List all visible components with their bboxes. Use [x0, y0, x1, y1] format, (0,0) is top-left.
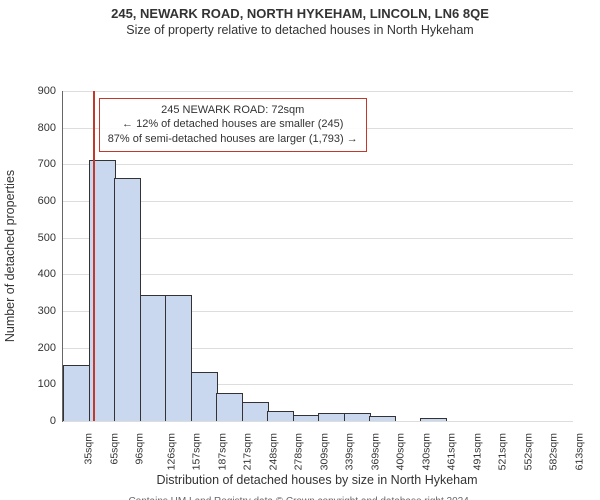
- x-tick-label: 369sqm: [369, 433, 381, 470]
- x-tick-label: 400sqm: [394, 433, 406, 470]
- histogram-bar: [369, 416, 396, 421]
- attribution-line-1: Contains HM Land Registry data © Crown c…: [0, 495, 600, 500]
- x-tick-label: 65sqm: [108, 433, 120, 465]
- y-tick-label: 600: [16, 195, 56, 207]
- histogram-bar: [344, 413, 371, 421]
- page-subtitle: Size of property relative to detached ho…: [0, 21, 600, 41]
- histogram-bar: [267, 411, 294, 421]
- histogram-bar: [242, 402, 269, 421]
- attribution-text: Contains HM Land Registry data © Crown c…: [0, 495, 600, 500]
- property-callout: 245 NEWARK ROAD: 72sqm← 12% of detached …: [99, 98, 367, 153]
- y-axis-title: Number of detached properties: [3, 170, 17, 342]
- x-tick-label: 157sqm: [190, 433, 202, 470]
- gridline: [63, 421, 573, 422]
- histogram-bar: [293, 415, 320, 422]
- y-tick-label: 200: [16, 342, 56, 354]
- page-title: 245, NEWARK ROAD, NORTH HYKEHAM, LINCOLN…: [0, 0, 600, 21]
- y-tick-label: 800: [16, 122, 56, 134]
- x-tick-label: 613sqm: [573, 433, 585, 470]
- callout-line: 87% of semi-detached houses are larger (…: [108, 132, 358, 147]
- x-tick-label: 187sqm: [216, 433, 228, 470]
- callout-line: 245 NEWARK ROAD: 72sqm: [108, 103, 358, 118]
- x-tick-label: 248sqm: [267, 433, 279, 470]
- y-tick-label: 0: [16, 415, 56, 427]
- histogram-bar: [216, 393, 243, 422]
- x-tick-label: 582sqm: [547, 433, 559, 470]
- x-tick-label: 96sqm: [134, 433, 146, 465]
- gridline: [63, 164, 573, 165]
- x-tick-label: 126sqm: [165, 433, 177, 470]
- y-tick-label: 700: [16, 158, 56, 170]
- y-tick-label: 100: [16, 378, 56, 390]
- histogram-bar: [318, 413, 345, 421]
- x-tick-label: 521sqm: [496, 433, 508, 470]
- histogram-bar: [63, 365, 90, 421]
- gridline: [63, 91, 573, 92]
- y-tick-label: 900: [16, 85, 56, 97]
- histogram-bar: [165, 295, 192, 421]
- y-tick-label: 400: [16, 268, 56, 280]
- x-tick-label: 217sqm: [241, 433, 253, 470]
- x-tick-label: 552sqm: [522, 433, 534, 470]
- y-tick-label: 500: [16, 232, 56, 244]
- histogram-bar: [191, 372, 218, 421]
- x-axis-title: Distribution of detached houses by size …: [62, 473, 572, 487]
- x-tick-label: 278sqm: [292, 433, 304, 470]
- plot-area: 35sqm65sqm96sqm126sqm157sqm187sqm217sqm2…: [62, 91, 573, 422]
- y-tick-label: 300: [16, 305, 56, 317]
- x-tick-label: 339sqm: [343, 433, 355, 470]
- histogram-bar: [140, 295, 167, 421]
- x-tick-label: 309sqm: [318, 433, 330, 470]
- x-tick-label: 461sqm: [445, 433, 457, 470]
- x-tick-label: 430sqm: [420, 433, 432, 470]
- x-tick-label: 35sqm: [83, 433, 95, 465]
- property-marker-line: [93, 91, 95, 421]
- callout-line: ← 12% of detached houses are smaller (24…: [108, 117, 358, 132]
- histogram-bar: [114, 178, 141, 421]
- chart-stage: Number of detached properties 35sqm65sqm…: [0, 41, 600, 500]
- x-tick-label: 491sqm: [471, 433, 483, 470]
- histogram-bar: [420, 418, 447, 421]
